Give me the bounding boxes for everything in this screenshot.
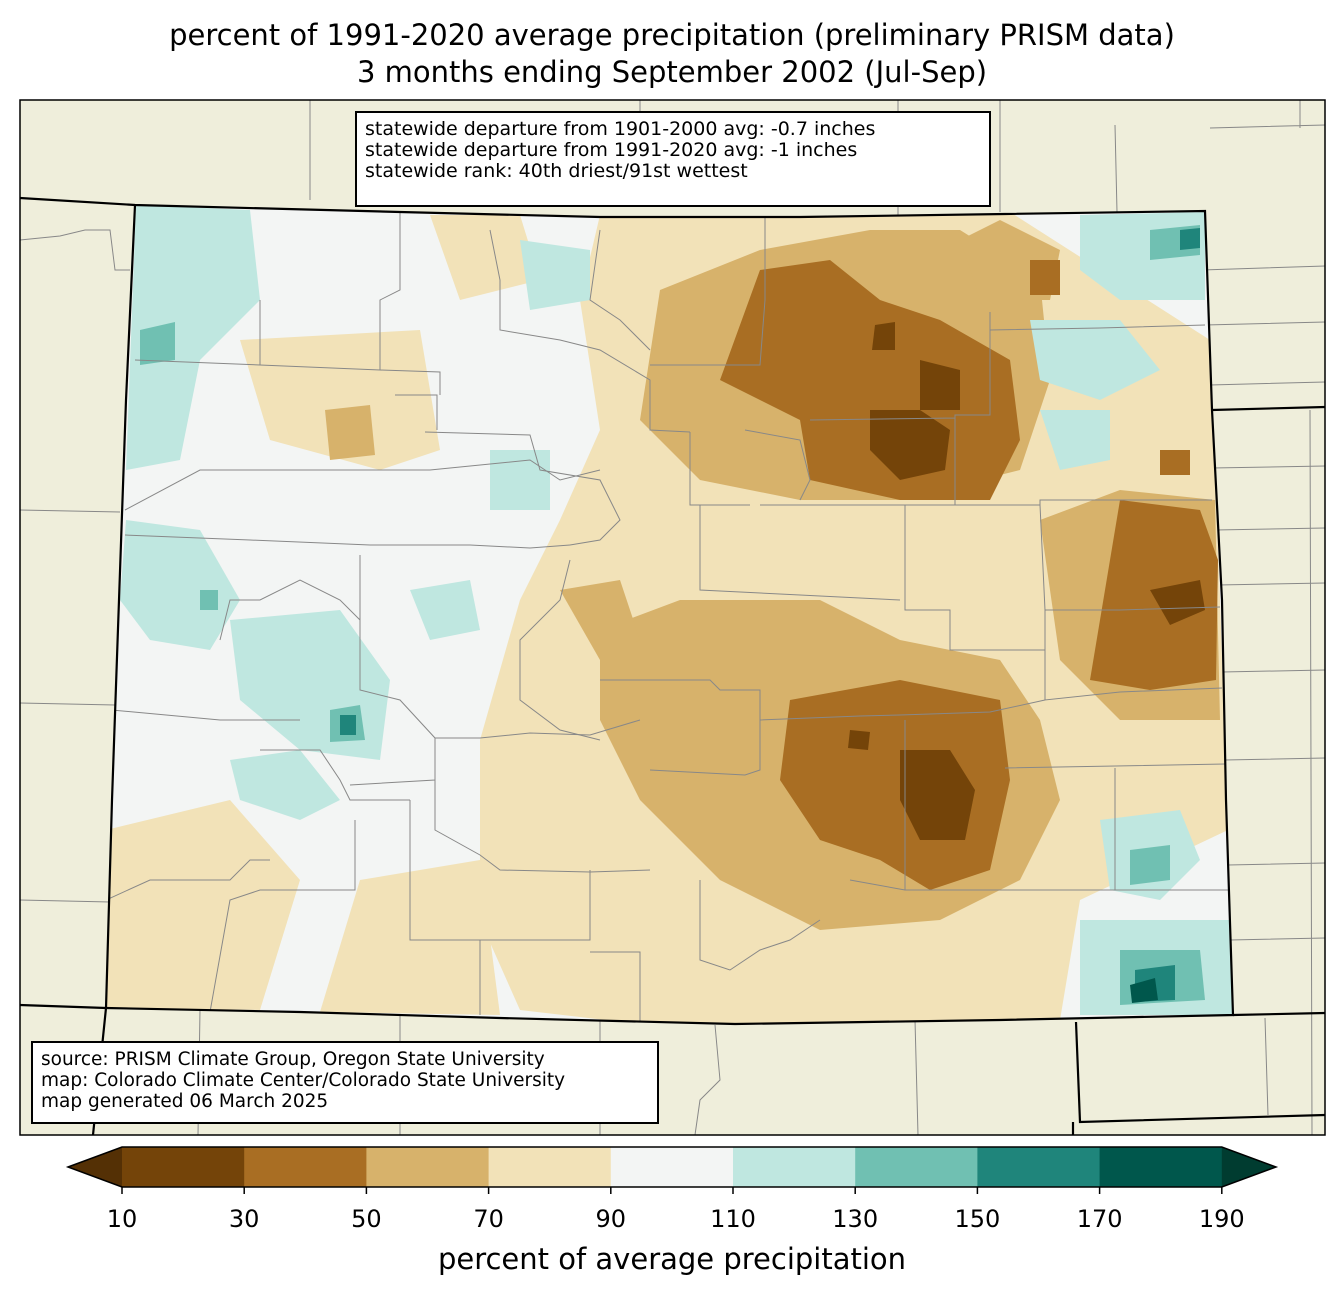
credits-line-1: source: PRISM Climate Group, Oregon Stat… xyxy=(41,1049,545,1070)
statewide-stats-box: statewide departure from 1901-2000 avg: … xyxy=(355,111,991,207)
colorbar-segment xyxy=(122,1147,245,1187)
colorbar-tick-label: 170 xyxy=(1076,1205,1123,1233)
map-frame xyxy=(19,99,1326,1136)
colorbar-segment xyxy=(610,1147,734,1187)
stats-line-3: statewide rank: 40th driest/91st wettest xyxy=(365,160,748,182)
colorbar-over-arrow xyxy=(1221,1147,1276,1187)
colorbar-tick-label: 130 xyxy=(832,1205,879,1233)
colorbar-segment xyxy=(733,1147,856,1187)
credits-line-3: map generated 06 March 2025 xyxy=(41,1091,329,1112)
colorbar-tick-label: 30 xyxy=(228,1205,260,1233)
colorbar-tick-label: 50 xyxy=(351,1205,382,1233)
colorbar-tick-label: 10 xyxy=(106,1205,138,1233)
colorbar-segment xyxy=(244,1147,367,1187)
precipitation-field xyxy=(106,205,1233,1024)
colorbar-tick-label: 90 xyxy=(595,1205,627,1233)
stats-line-1: statewide departure from 1901-2000 avg: … xyxy=(365,118,876,140)
colorbar-tick-label: 190 xyxy=(1198,1205,1245,1233)
colorbar-segment xyxy=(1099,1147,1223,1187)
colorbar-tick-label: 150 xyxy=(954,1205,1001,1233)
colorbar-segment xyxy=(366,1147,490,1187)
colorbar-segment xyxy=(977,1147,1101,1187)
colorbar-tick-label: 70 xyxy=(473,1205,504,1233)
map-title-line-1: percent of 1991-2020 average precipitati… xyxy=(169,18,1175,52)
credits-box: source: PRISM Climate Group, Oregon Stat… xyxy=(31,1041,659,1124)
colorbar-label: percent of average precipitation xyxy=(437,1242,907,1276)
colorbar xyxy=(65,1146,1279,1194)
county-lines xyxy=(106,212,1228,1022)
colorbar-segment xyxy=(488,1147,612,1187)
map-title-line-2: 3 months ending September 2002 (Jul-Sep) xyxy=(356,55,988,89)
credits-line-2: map: Colorado Climate Center/Colorado St… xyxy=(41,1070,566,1091)
state-borders xyxy=(20,196,1325,1135)
colorbar-under-arrow xyxy=(68,1147,122,1187)
colorbar-segment xyxy=(855,1147,978,1187)
colorbar-tick-label: 110 xyxy=(710,1205,756,1233)
stats-line-2: statewide departure from 1991-2020 avg: … xyxy=(365,139,858,161)
